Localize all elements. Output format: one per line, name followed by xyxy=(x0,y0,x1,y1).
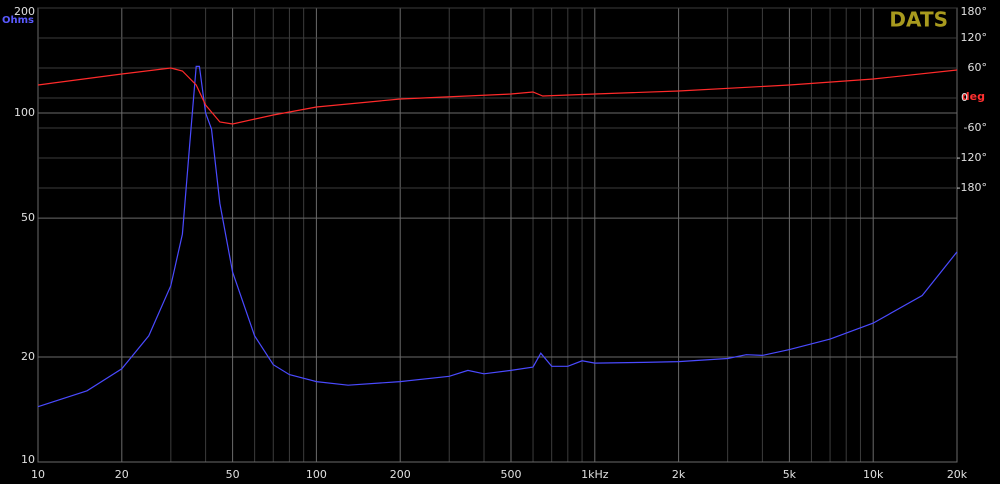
y-tick-label: 200 xyxy=(14,5,35,18)
y-tick-label: 20 xyxy=(21,350,35,363)
y-tick-label: 100 xyxy=(14,106,35,119)
series-line xyxy=(37,67,958,125)
x-tick-label: 10k xyxy=(863,468,884,481)
grid xyxy=(37,7,958,463)
y2-tick-label: 120° xyxy=(961,31,988,44)
y2-tick-label: 60° xyxy=(968,61,988,74)
x-tick-label: 20 xyxy=(115,468,129,481)
series-layer xyxy=(37,65,958,408)
x-tick-label: 200 xyxy=(390,468,411,481)
x-tick-label: 100 xyxy=(306,468,327,481)
y-tick-label: 10 xyxy=(21,453,35,466)
y2-axis-label: deg xyxy=(962,90,985,103)
x-tick-label: 50 xyxy=(226,468,240,481)
x-tick-label: 10 xyxy=(31,468,45,481)
series-line xyxy=(37,65,958,408)
x-tick-label: 20k xyxy=(947,468,968,481)
watermark: DATS xyxy=(889,8,948,32)
y2-tick-label: -180° xyxy=(957,181,987,194)
y2-tick-label: 180° xyxy=(961,5,988,18)
x-tick-label: 1kHz xyxy=(581,468,609,481)
y-axis-label: Ohms xyxy=(2,15,34,26)
x-tick-label: 5k xyxy=(783,468,797,481)
y2-tick-label: -120° xyxy=(957,151,987,164)
y-tick-label: 50 xyxy=(21,211,35,224)
y2-tick-label: -60° xyxy=(964,121,987,134)
x-tick-label: 2k xyxy=(672,468,686,481)
y2-tick-label: 0 xyxy=(961,91,968,104)
x-tick-label: 500 xyxy=(500,468,521,481)
